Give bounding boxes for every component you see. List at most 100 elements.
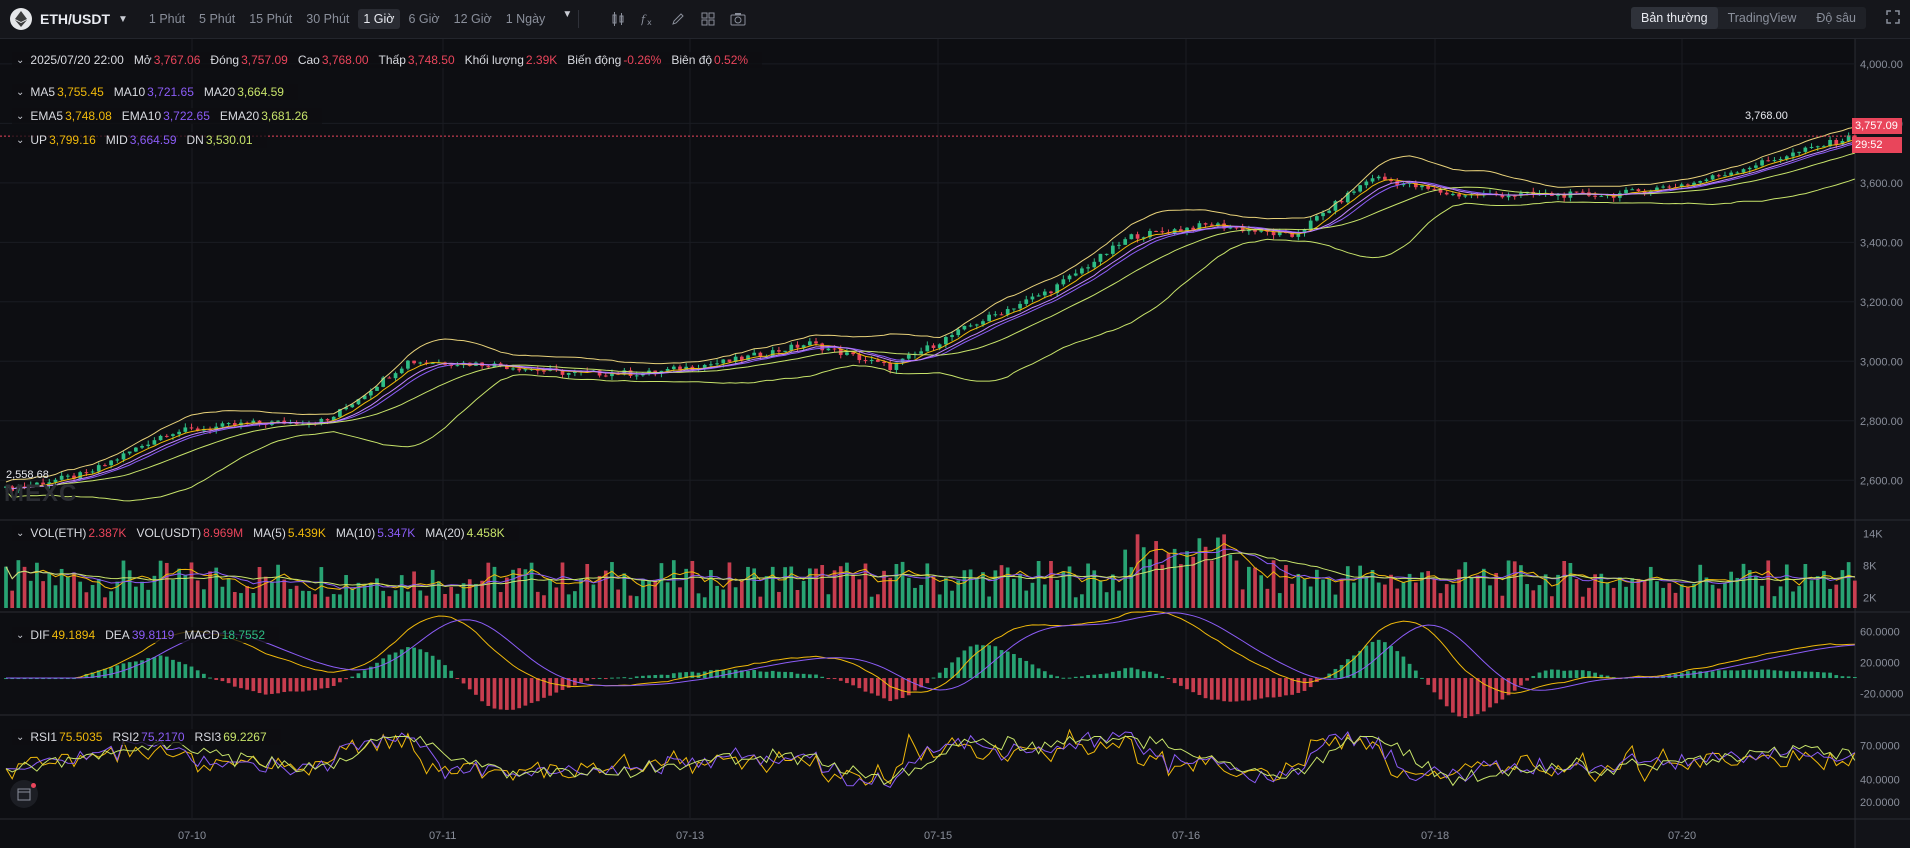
macd-histogram-bar: [239, 678, 243, 689]
layout-grid-icon[interactable]: [693, 7, 723, 31]
symbol-selector[interactable]: ETH/USDT ▼: [10, 0, 128, 38]
volume-bar: [356, 582, 361, 608]
candle-body: [1259, 229, 1264, 232]
macd-legend: ⌄ DIF 49.1894 DEA 39.8119 MACD 18.7552: [12, 627, 280, 643]
candle-body: [671, 366, 676, 370]
candle-body: [851, 352, 855, 355]
macd-histogram-bar: [1574, 670, 1579, 679]
camera-icon[interactable]: [723, 7, 753, 31]
view-tab-1[interactable]: TradingView: [1727, 11, 1797, 25]
volume-bar: [1828, 588, 1832, 608]
candle-body: [325, 418, 330, 421]
volume-bar: [121, 560, 126, 608]
interval-tab-2[interactable]: 15 Phút: [249, 12, 293, 26]
candle-body: [863, 360, 868, 362]
macd-histogram-bar: [356, 673, 361, 679]
chevron-down-icon[interactable]: ⌄: [16, 134, 25, 146]
chevron-down-icon[interactable]: ▼: [562, 9, 573, 20]
candle-body: [1123, 239, 1128, 245]
macd-histogram-bar: [1123, 668, 1128, 679]
interval-tab-6[interactable]: 12 Giờ: [453, 12, 492, 26]
macd-histogram-bar: [671, 673, 676, 679]
chevron-down-icon[interactable]: ⌄: [16, 731, 25, 743]
candle-body: [1395, 181, 1400, 186]
candle-body: [1852, 135, 1857, 139]
volume-bar: [944, 578, 948, 608]
volume-bar: [1098, 580, 1103, 608]
interval-tab-0[interactable]: 1 Phút: [148, 12, 186, 26]
volume-bar: [832, 570, 837, 608]
interval-tab-7[interactable]: 1 Ngày: [505, 12, 546, 26]
volume-bar: [1271, 560, 1276, 608]
volume-bar: [566, 594, 571, 608]
interval-tab-4[interactable]: 1 Giờ: [358, 9, 400, 29]
macd-histogram-bar: [486, 678, 491, 706]
chevron-down-icon[interactable]: ⌄: [16, 86, 25, 98]
candle-body: [1667, 186, 1672, 188]
macd-histogram-bar: [1605, 675, 1610, 679]
candle-body: [1203, 223, 1208, 225]
chevron-down-icon[interactable]: ⌄: [16, 54, 25, 66]
candle-body: [1277, 232, 1282, 236]
macd-histogram-bar: [406, 647, 410, 679]
candle-body: [368, 390, 373, 396]
volume-bar: [554, 587, 559, 608]
volume-bar: [1080, 594, 1084, 608]
candle-body: [1828, 139, 1832, 147]
volume-bar: [1692, 583, 1696, 608]
chevron-down-icon[interactable]: ⌄: [16, 110, 25, 122]
volume-bar: [616, 589, 621, 608]
view-tab-0[interactable]: Bản thường: [1630, 7, 1718, 29]
volume-bar: [1531, 590, 1536, 608]
macd-histogram-bar: [1222, 678, 1226, 702]
candle-body: [1389, 179, 1393, 182]
macd-histogram-bar: [1178, 678, 1183, 686]
fullscreen-icon[interactable]: [1886, 10, 1900, 27]
volume-bar: [1420, 572, 1424, 608]
macd-histogram-bar: [319, 678, 324, 689]
macd-histogram-bar: [1086, 675, 1090, 679]
macd-histogram-bar: [1791, 671, 1795, 679]
volume-bar: [962, 570, 967, 608]
volume-bar: [399, 575, 404, 608]
time-tick-label: 07-15: [924, 830, 952, 842]
volume-bar: [1661, 587, 1665, 608]
kline-chart[interactable]: 4,000.003,800.003,600.003,400.003,200.00…: [0, 39, 1910, 848]
macd-histogram-bar: [801, 673, 806, 679]
view-tab-2[interactable]: Độ sâu: [1816, 11, 1856, 25]
interval-tab-1[interactable]: 5 Phút: [199, 12, 236, 26]
volume-bar: [288, 588, 293, 608]
interval-tab-3[interactable]: 30 Phút: [306, 12, 350, 26]
volume-bar: [857, 579, 862, 608]
candle-body: [1716, 175, 1721, 177]
candle-body: [1315, 216, 1319, 221]
open-value: 3,767.06: [153, 53, 201, 67]
volume-bar: [653, 579, 658, 608]
candle-body: [220, 423, 225, 427]
macd-histogram-bar: [1191, 678, 1196, 693]
chevron-down-icon[interactable]: ▼: [118, 13, 128, 25]
macd-histogram-bar: [474, 678, 478, 695]
chevron-down-icon[interactable]: ⌄: [16, 629, 25, 641]
divider: [578, 10, 580, 28]
volume-bar: [1166, 553, 1171, 608]
draw-icon[interactable]: [663, 7, 693, 31]
candle-body: [1086, 267, 1090, 269]
candle-type-icon[interactable]: [603, 7, 633, 31]
interval-tab-5[interactable]: 6 Giờ: [408, 12, 440, 26]
chevron-down-icon[interactable]: ⌄: [16, 527, 25, 539]
volume-bar: [276, 564, 280, 608]
volume-bar: [1401, 582, 1406, 608]
volume-tick-label: 14K: [1863, 528, 1883, 540]
volume-bar: [1277, 593, 1282, 608]
volume-bar: [1240, 589, 1245, 608]
candle-body: [1698, 181, 1703, 183]
volume-bar: [1766, 560, 1771, 608]
volume-bar: [1197, 538, 1202, 608]
macd-histogram-bar: [498, 678, 503, 710]
calendar-goto-icon[interactable]: [10, 780, 38, 808]
macd-histogram-bar: [220, 678, 225, 682]
volume-bar: [109, 591, 113, 608]
volume-bar: [770, 566, 775, 608]
